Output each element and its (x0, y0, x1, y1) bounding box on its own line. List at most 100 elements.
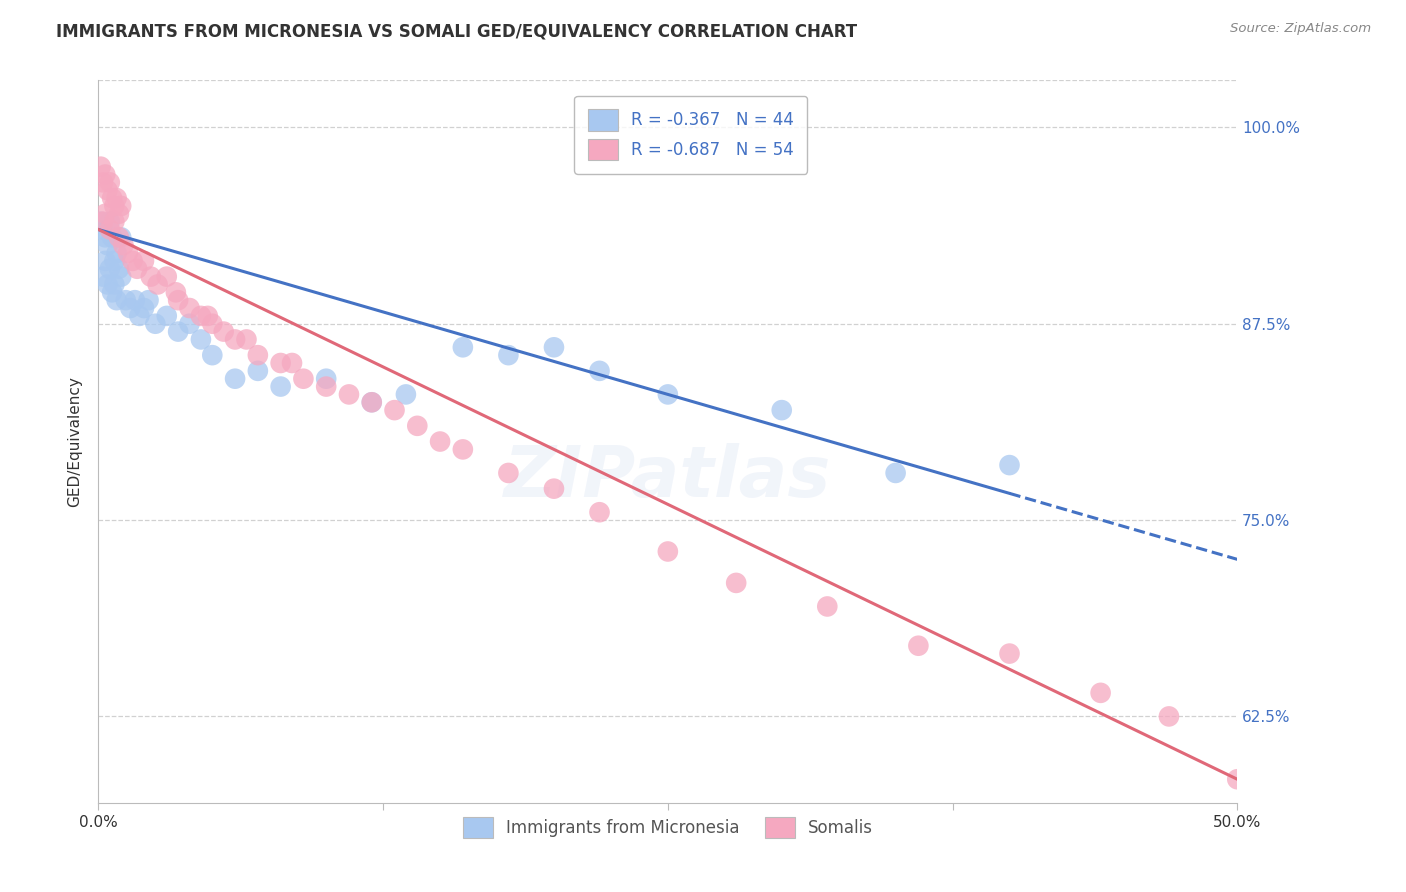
Point (98, 261, 121, 276)
Point (101, 230, 124, 244)
Point (98, 222, 121, 236)
Point (224, 333, 246, 347)
Point (94, 230, 117, 244)
Point (103, 199, 125, 213)
Point (103, 254, 125, 268)
Point (96, 238, 118, 252)
Point (998, 458, 1021, 472)
Point (145, 317, 167, 331)
Point (108, 261, 131, 276)
Point (588, 505, 610, 519)
Point (246, 364, 269, 378)
Point (770, 403, 793, 417)
Point (815, 599, 838, 614)
Point (197, 309, 219, 323)
Point (270, 356, 292, 370)
Point (127, 261, 149, 276)
Point (94, 168, 117, 182)
Point (117, 246, 139, 260)
Point (451, 442, 474, 457)
Point (179, 317, 201, 331)
Point (108, 207, 131, 221)
Point (998, 647, 1021, 661)
Point (292, 372, 315, 386)
Point (96, 183, 118, 197)
Point (101, 191, 124, 205)
Point (588, 364, 610, 378)
Point (94, 207, 117, 221)
Point (121, 254, 143, 268)
Text: ZIPatlas: ZIPatlas (505, 443, 831, 512)
Point (96, 277, 118, 292)
Point (156, 269, 179, 284)
Point (128, 309, 150, 323)
Point (235, 333, 257, 347)
Point (90, 160, 112, 174)
Point (94, 254, 117, 268)
Point (725, 575, 748, 590)
Point (498, 348, 520, 362)
Text: IMMIGRANTS FROM MICRONESIA VS SOMALI GED/EQUIVALENCY CORRELATION CHART: IMMIGRANTS FROM MICRONESIA VS SOMALI GED… (56, 22, 858, 40)
Point (105, 246, 128, 260)
Point (201, 317, 224, 331)
Point (138, 293, 160, 308)
Point (98, 175, 121, 189)
Point (657, 387, 679, 401)
Point (907, 639, 929, 653)
Point (167, 293, 190, 308)
Point (105, 293, 128, 308)
Point (179, 301, 201, 315)
Point (90, 214, 112, 228)
Point (146, 277, 169, 292)
Legend: Immigrants from Micronesia, Somalis: Immigrants from Micronesia, Somalis (456, 810, 880, 845)
Point (360, 395, 382, 409)
Point (91, 269, 114, 284)
Point (120, 301, 142, 315)
Point (105, 191, 128, 205)
Text: Source: ZipAtlas.com: Source: ZipAtlas.com (1230, 22, 1371, 36)
Point (337, 387, 360, 401)
Point (1226, 772, 1249, 787)
Point (98, 214, 121, 228)
Point (156, 309, 179, 323)
Point (110, 269, 132, 284)
Point (165, 285, 187, 300)
Point (167, 325, 190, 339)
Point (91, 222, 114, 236)
Point (212, 325, 235, 339)
Point (110, 230, 132, 244)
Point (1090, 686, 1112, 700)
Point (406, 418, 429, 433)
Point (657, 544, 679, 558)
Point (884, 466, 907, 480)
Point (543, 340, 565, 354)
Point (132, 254, 155, 268)
Point (270, 379, 292, 393)
Point (139, 269, 162, 284)
Point (498, 466, 520, 480)
Point (124, 293, 146, 308)
Point (429, 434, 451, 449)
Point (190, 333, 212, 347)
Point (395, 387, 418, 401)
Point (384, 403, 406, 417)
Point (91, 175, 114, 189)
Point (190, 309, 212, 323)
Point (114, 293, 136, 308)
Point (224, 372, 246, 386)
Point (91, 214, 114, 228)
Point (315, 372, 337, 386)
Point (101, 285, 124, 300)
Y-axis label: GED/Equivalency: GED/Equivalency (66, 376, 82, 507)
Point (451, 340, 474, 354)
Point (360, 395, 382, 409)
Point (132, 301, 155, 315)
Point (543, 482, 565, 496)
Point (246, 348, 269, 362)
Point (1157, 709, 1180, 723)
Point (108, 230, 131, 244)
Point (201, 348, 224, 362)
Point (281, 356, 304, 370)
Point (110, 199, 132, 213)
Point (103, 277, 125, 292)
